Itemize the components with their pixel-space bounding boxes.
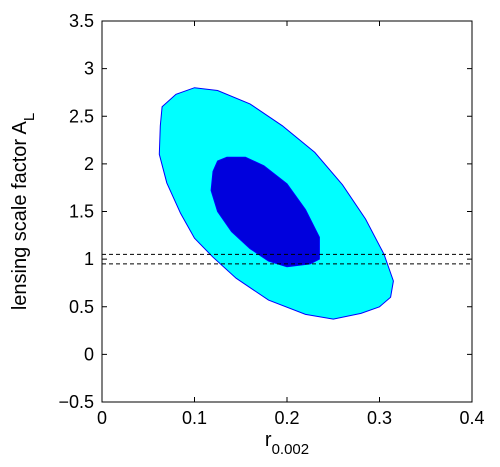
y-tick-label: 2.5 [69, 106, 94, 126]
tick-labels: 0 0.1 0.2 0.3 0.4−0.500.511.522.533.5 [58, 11, 484, 428]
x-axis-title-base: r [265, 429, 272, 451]
y-tick-label: 1 [84, 249, 94, 269]
x-tick-label: 0.4 [459, 408, 484, 428]
contour-region-68pct [210, 156, 320, 268]
x-tick-label: 0 [97, 408, 107, 428]
y-tick-label: −0.5 [58, 392, 94, 412]
x-axis-title-subscript: 0.002 [272, 441, 310, 458]
y-axis-title-subscript: L [21, 113, 38, 121]
x-tick-label: 0.2 [274, 408, 299, 428]
y-tick-label: 1.5 [69, 202, 94, 222]
x-tick-label: 0.1 [182, 408, 207, 428]
reference-lines [102, 253, 472, 265]
x-tick-label: 0.3 [367, 408, 392, 428]
y-tick-label: 3.5 [69, 11, 94, 31]
axis-ticks [101, 20, 473, 403]
y-tick-label: 0 [84, 344, 94, 364]
y-tick-label: 3 [84, 59, 94, 79]
contour-regions [158, 87, 394, 320]
x-axis-title: r0.002 [265, 429, 309, 458]
y-axis-title: lensing scale factor AL [9, 113, 38, 310]
y-axis-title-base: lensing scale factor A [9, 121, 31, 311]
y-tick-label: 0.5 [69, 297, 94, 317]
y-tick-label: 2 [84, 154, 94, 174]
